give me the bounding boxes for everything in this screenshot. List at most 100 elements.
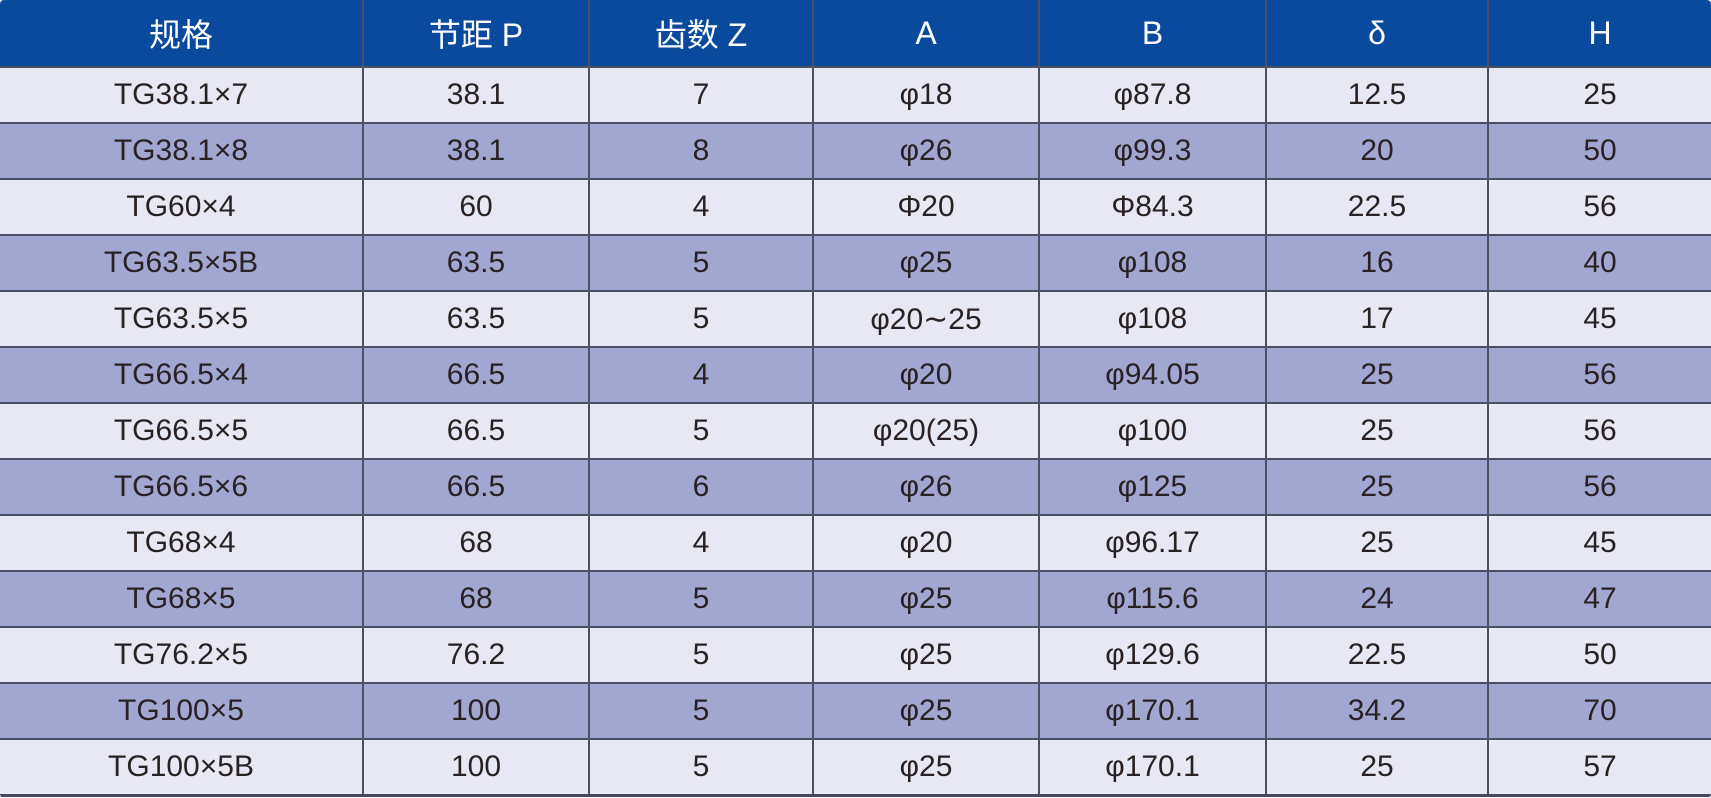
table-cell: TG68×5 [0, 570, 364, 628]
table-cell: 24 [1265, 570, 1489, 628]
table-cell: TG38.1×8 [0, 122, 364, 180]
table-cell: Φ84.3 [1038, 178, 1267, 236]
table-cell: φ25 [812, 626, 1040, 684]
table-cell: φ26 [812, 458, 1040, 516]
table-cell: 22.5 [1265, 626, 1489, 684]
table-cell: 47 [1487, 570, 1711, 628]
table-row: TG68×4 68 4 φ20 φ96.17 25 45 [0, 514, 1711, 572]
table-row: TG66.5×6 66.5 6 φ26 φ125 25 56 [0, 458, 1711, 516]
table-cell: 63.5 [362, 234, 590, 292]
table-cell: 8 [588, 122, 814, 180]
table-row: TG63.5×5 63.5 5 φ20∼25 φ108 17 45 [0, 290, 1711, 348]
table-cell: 56 [1487, 178, 1711, 236]
table-cell: 5 [588, 234, 814, 292]
table-cell: 34.2 [1265, 682, 1489, 740]
table-row: TG68×5 68 5 φ25 φ115.6 24 47 [0, 570, 1711, 628]
column-header-a: A [812, 0, 1040, 68]
table-cell: TG66.5×5 [0, 402, 364, 460]
table-cell: φ87.8 [1038, 66, 1267, 124]
table-cell: φ170.1 [1038, 738, 1267, 797]
table-cell: 50 [1487, 626, 1711, 684]
table-row: TG66.5×5 66.5 5 φ20(25) φ100 25 56 [0, 402, 1711, 460]
table-cell: TG63.5×5B [0, 234, 364, 292]
table-cell: φ170.1 [1038, 682, 1267, 740]
table-cell: 20 [1265, 122, 1489, 180]
table-cell: 4 [588, 514, 814, 572]
table-row: TG66.5×4 66.5 4 φ20 φ94.05 25 56 [0, 346, 1711, 404]
table-cell: 66.5 [362, 346, 590, 404]
table-cell: φ25 [812, 682, 1040, 740]
column-header-pitch: 节距 P [362, 0, 590, 68]
table-cell: φ20 [812, 514, 1040, 572]
table-cell: φ96.17 [1038, 514, 1267, 572]
table-cell: 38.1 [362, 66, 590, 124]
table-row: TG60×4 60 4 Φ20 Φ84.3 22.5 56 [0, 178, 1711, 236]
table-cell: φ20(25) [812, 402, 1040, 460]
table-cell: φ94.05 [1038, 346, 1267, 404]
table-cell: 66.5 [362, 402, 590, 460]
table-cell: TG63.5×5 [0, 290, 364, 348]
table-row: TG38.1×8 38.1 8 φ26 φ99.3 20 50 [0, 122, 1711, 180]
table-cell: φ129.6 [1038, 626, 1267, 684]
table-cell: TG76.2×5 [0, 626, 364, 684]
table-cell: φ125 [1038, 458, 1267, 516]
table-cell: φ18 [812, 66, 1040, 124]
table-cell: Φ20 [812, 178, 1040, 236]
table-row: TG100×5B 100 5 φ25 φ170.1 25 57 [0, 738, 1711, 797]
table-cell: 68 [362, 514, 590, 572]
table-cell: 25 [1265, 346, 1489, 404]
table-cell: 4 [588, 178, 814, 236]
table-cell: 12.5 [1265, 66, 1489, 124]
table-cell: φ26 [812, 122, 1040, 180]
table-cell: 5 [588, 738, 814, 797]
table-cell: 5 [588, 682, 814, 740]
table-cell: 66.5 [362, 458, 590, 516]
table-cell: TG60×4 [0, 178, 364, 236]
table-cell: 5 [588, 290, 814, 348]
table-cell: 25 [1265, 738, 1489, 797]
table-cell: 16 [1265, 234, 1489, 292]
table-cell: 100 [362, 738, 590, 797]
table-cell: 70 [1487, 682, 1711, 740]
table-row: TG76.2×5 76.2 5 φ25 φ129.6 22.5 50 [0, 626, 1711, 684]
table-cell: 100 [362, 682, 590, 740]
column-header-b: B [1038, 0, 1267, 68]
table-body: TG38.1×7 38.1 7 φ18 φ87.8 12.5 25 TG38.1×8 38.1 8… [0, 66, 1711, 797]
table-row: TG38.1×7 38.1 7 φ18 φ87.8 12.5 25 [0, 66, 1711, 124]
table-cell: TG100×5B [0, 738, 364, 797]
table-cell: 38.1 [362, 122, 590, 180]
table-cell: TG100×5 [0, 682, 364, 740]
column-header-spec: 规格 [0, 0, 364, 68]
table-cell: φ108 [1038, 290, 1267, 348]
table-cell: 4 [588, 346, 814, 404]
table-cell: 25 [1265, 402, 1489, 460]
table-cell: 7 [588, 66, 814, 124]
table-cell: 22.5 [1265, 178, 1489, 236]
table-cell: 25 [1265, 458, 1489, 516]
table-cell: 6 [588, 458, 814, 516]
column-header-h: H [1487, 0, 1711, 68]
table-cell: TG68×4 [0, 514, 364, 572]
table-cell: φ99.3 [1038, 122, 1267, 180]
table-cell: 60 [362, 178, 590, 236]
table-cell: φ108 [1038, 234, 1267, 292]
column-header-delta: δ [1265, 0, 1489, 68]
header-row: 规格 节距 P 齿数 Z A B δ H [0, 0, 1711, 68]
table-cell: 45 [1487, 290, 1711, 348]
table-cell: TG66.5×4 [0, 346, 364, 404]
table-cell: φ25 [812, 234, 1040, 292]
table-cell: 76.2 [362, 626, 590, 684]
table-cell: 17 [1265, 290, 1489, 348]
table-cell: 40 [1487, 234, 1711, 292]
table-cell: φ25 [812, 570, 1040, 628]
table-cell: φ20∼25 [812, 290, 1040, 348]
table-cell: 63.5 [362, 290, 590, 348]
table-cell: TG66.5×6 [0, 458, 364, 516]
table-row: TG63.5×5B 63.5 5 φ25 φ108 16 40 [0, 234, 1711, 292]
table-cell: 68 [362, 570, 590, 628]
table-cell: 56 [1487, 458, 1711, 516]
table-cell: 57 [1487, 738, 1711, 797]
table-cell: TG38.1×7 [0, 66, 364, 124]
